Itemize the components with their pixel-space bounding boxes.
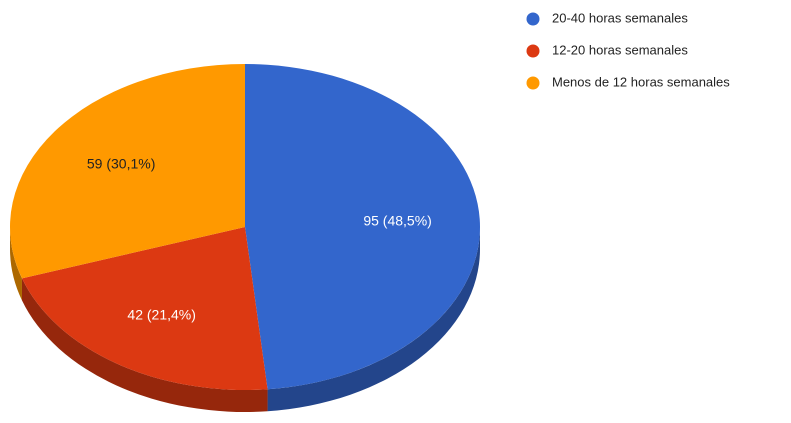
data-label: 59 (30,1%) (87, 156, 155, 172)
slice (9, 63, 246, 279)
legend-swatch (526, 44, 540, 58)
legend-label: 12-20 horas semanales (552, 42, 688, 57)
legend-label: 20-40 horas semanales (552, 10, 688, 25)
legend-swatch (526, 76, 540, 90)
slice-side (10, 227, 22, 301)
slice-side (21, 278, 268, 412)
data-label: 42 (21,4%) (127, 306, 195, 322)
data-label: 95 (48,5%) (363, 213, 431, 229)
slice (21, 227, 268, 390)
legend-swatch (526, 12, 540, 26)
legend-label: Menos de 12 horas semanales (552, 74, 730, 89)
slice-side (267, 227, 480, 412)
slice (245, 64, 481, 390)
